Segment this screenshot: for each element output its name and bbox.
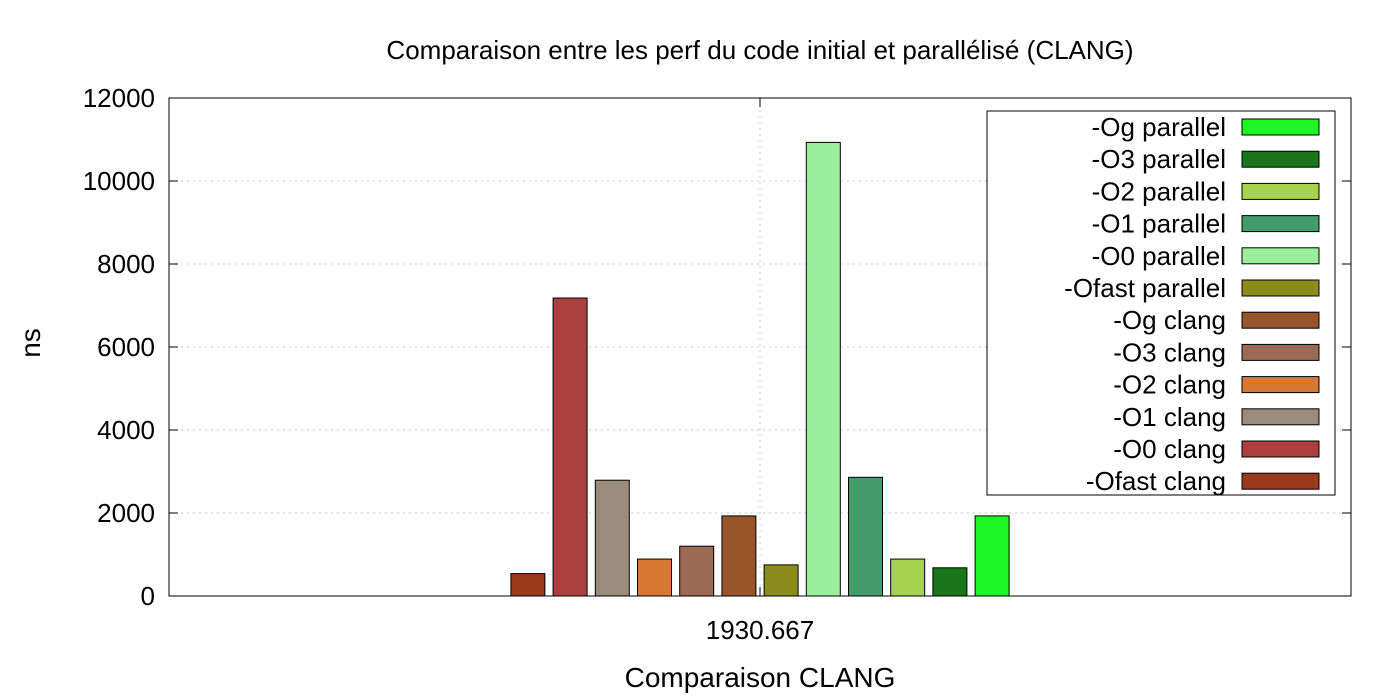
legend-label: -O2 parallel [1092, 176, 1226, 206]
y-tick-label: 6000 [97, 332, 155, 362]
legend-label: -Og clang [1113, 305, 1226, 335]
legend-label: -O3 clang [1113, 337, 1226, 367]
legend-label: -Ofast parallel [1064, 273, 1226, 303]
bar-og-clang [721, 515, 757, 597]
y-axis-label: ns [15, 328, 46, 358]
legend-swatch [1241, 279, 1320, 297]
bar-o1-parallel [848, 476, 883, 597]
bar-o0-parallel [805, 141, 841, 597]
legend-swatch [1241, 376, 1320, 394]
bar-o2-clang [637, 558, 672, 597]
y-tick-label: 12000 [83, 83, 155, 113]
legend-swatch [1241, 408, 1320, 426]
y-tick-label: 2000 [97, 498, 155, 528]
legend-box [986, 110, 1336, 496]
bar-o3-parallel [932, 567, 968, 597]
legend-label: -O3 parallel [1092, 144, 1226, 174]
plot-area-border [168, 97, 1352, 597]
legend: -Og parallel-O3 parallel-O2 parallel-O1 … [986, 110, 1336, 496]
legend-swatch [1241, 440, 1320, 458]
bar-o3-clang [679, 545, 715, 597]
bar-o1-clang [594, 479, 630, 597]
legend-label: -O0 clang [1113, 434, 1226, 464]
x-axis-label: Comparaison CLANG [625, 662, 896, 693]
legend-swatch [1241, 150, 1320, 168]
bar-og-parallel [974, 515, 1010, 597]
legend-label: -Ofast clang [1086, 466, 1226, 496]
legend-swatch [1241, 182, 1320, 200]
legend-swatch [1241, 118, 1320, 136]
y-tick-label: 4000 [97, 415, 155, 445]
y-tick-label: 8000 [97, 249, 155, 279]
chart-title: Comparaison entre les perf du code initi… [386, 35, 1133, 65]
legend-label: -O0 parallel [1092, 241, 1226, 271]
legend-label: -O1 clang [1113, 402, 1226, 432]
y-tick-label: 0 [141, 581, 155, 611]
legend-swatch [1241, 247, 1320, 265]
x-tick-label: 1930.667 [706, 615, 814, 645]
y-tick-label: 10000 [83, 166, 155, 196]
legend-swatch [1241, 215, 1320, 233]
legend-label: -O1 parallel [1092, 209, 1226, 239]
legend-swatch [1241, 472, 1320, 490]
bar-o0-clang [552, 297, 588, 597]
bar-ofast-parallel [763, 564, 799, 597]
legend-label: -O2 clang [1113, 370, 1226, 400]
y-axis-ticks: 0 2000 4000 6000 8000 10000 12000 [83, 83, 1351, 611]
bar-o2-parallel [890, 558, 926, 597]
legend-swatch [1241, 343, 1320, 361]
legend-swatch [1241, 311, 1320, 329]
legend-label: -Og parallel [1092, 112, 1226, 142]
x-axis-ticks: 1930.667 [706, 98, 814, 645]
bars [510, 141, 1010, 597]
bar-ofast-clang [510, 573, 546, 597]
